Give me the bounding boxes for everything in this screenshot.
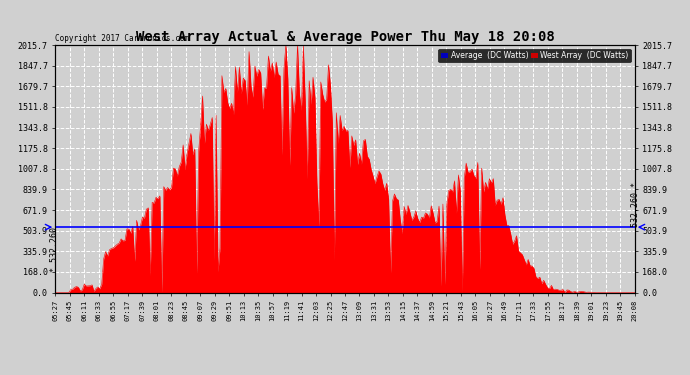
Text: Copyright 2017 Cartronics.com: Copyright 2017 Cartronics.com [55,33,189,42]
Text: 532.260 *: 532.260 * [631,182,640,227]
Title: West Array Actual & Average Power Thu May 18 20:08: West Array Actual & Average Power Thu Ma… [136,30,554,44]
Text: * 532.260: * 532.260 [50,227,59,272]
Legend: Average  (DC Watts), West Array  (DC Watts): Average (DC Watts), West Array (DC Watts… [438,49,631,62]
